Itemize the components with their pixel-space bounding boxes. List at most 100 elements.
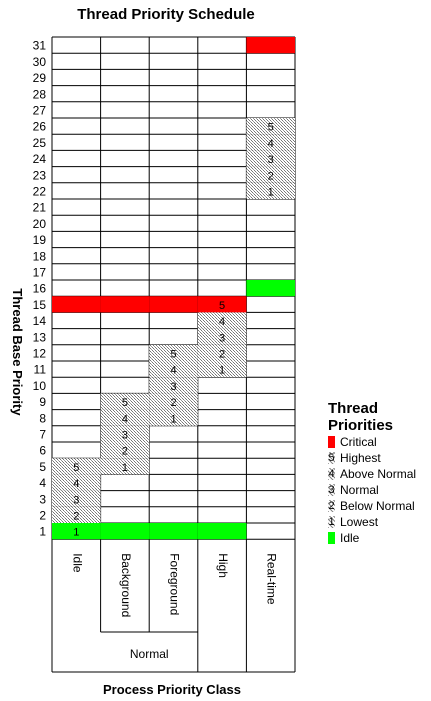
legend-title-line1: Thread bbox=[328, 400, 379, 417]
column-label: Idle bbox=[70, 553, 84, 573]
legend-label: Critical bbox=[340, 435, 377, 449]
priority-level-label: 2 bbox=[73, 511, 79, 523]
priority-level-label: 3 bbox=[170, 381, 176, 393]
priority-level-label: 2 bbox=[122, 446, 128, 458]
row-number-label: 23 bbox=[33, 168, 47, 182]
row-number-label: 24 bbox=[33, 152, 47, 166]
priority-level-cell bbox=[149, 377, 198, 394]
row-number-label: 10 bbox=[33, 379, 47, 393]
priority-level-cell bbox=[197, 361, 247, 378]
row-number-label: 20 bbox=[33, 217, 47, 231]
priority-level-label: 2 bbox=[268, 170, 274, 182]
row-number-label: 14 bbox=[33, 314, 47, 328]
row-number-label: 15 bbox=[33, 298, 47, 312]
priority-level-label: 4 bbox=[219, 316, 225, 328]
idle-cell bbox=[246, 280, 295, 297]
priority-level-label: 4 bbox=[122, 413, 128, 425]
priority-level-cell bbox=[52, 490, 101, 507]
critical-cell bbox=[100, 296, 150, 313]
row-number-label: 25 bbox=[33, 136, 47, 150]
legend-swatch: 5 bbox=[328, 452, 335, 464]
legend-swatch: 1 bbox=[328, 516, 335, 528]
priority-level-label: 1 bbox=[122, 462, 128, 474]
legend-label: Idle bbox=[340, 531, 360, 545]
row-number-label: 21 bbox=[33, 201, 47, 215]
priority-level-label: 1 bbox=[170, 413, 176, 425]
priority-level-label: 2 bbox=[170, 397, 176, 409]
legend-item: 4 Above Normal bbox=[328, 466, 416, 482]
row-number-label: 16 bbox=[33, 282, 47, 296]
column-label: High bbox=[216, 553, 230, 578]
critical-cell bbox=[197, 296, 247, 313]
row-number-label: 5 bbox=[39, 460, 46, 474]
legend-item: 3 Normal bbox=[328, 482, 416, 498]
row-number-label: 1 bbox=[39, 525, 46, 539]
row-number-label: 26 bbox=[33, 120, 47, 134]
priority-level-label: 4 bbox=[268, 138, 274, 150]
row-number-label: 18 bbox=[33, 249, 47, 263]
priority-level-cell bbox=[149, 344, 198, 361]
priority-level-cell bbox=[149, 393, 198, 410]
priority-level-cell bbox=[246, 182, 295, 199]
priority-level-label: 3 bbox=[268, 154, 274, 166]
row-number-label: 13 bbox=[33, 330, 47, 344]
legend-item: 2 Below Normal bbox=[328, 498, 416, 514]
priority-level-cell bbox=[100, 393, 150, 410]
x-axis-title: Process Priority Class bbox=[103, 682, 241, 697]
priority-level-cell bbox=[197, 344, 247, 361]
priority-level-label: 1 bbox=[268, 187, 274, 199]
legend-swatch: 2 bbox=[328, 500, 335, 512]
legend-label: Lowest bbox=[340, 515, 379, 529]
priority-level-cell bbox=[52, 474, 101, 491]
priority-level-label: 2 bbox=[219, 349, 225, 361]
priority-level-cell bbox=[100, 409, 150, 426]
priority-level-label: 1 bbox=[73, 527, 79, 539]
idle-cell bbox=[149, 523, 198, 540]
row-number-label: 4 bbox=[39, 476, 46, 490]
legend-items: Critical 5 Highest 4 Above Normal 3 Normal 2 Bel… bbox=[328, 434, 416, 546]
diagram-title: Thread Priority Schedule bbox=[77, 6, 255, 23]
row-number-label: 7 bbox=[39, 428, 46, 442]
row-number-label: 31 bbox=[33, 39, 47, 53]
priority-level-cell bbox=[246, 118, 295, 135]
legend-swatch: 3 bbox=[328, 484, 335, 496]
priority-level-cell bbox=[100, 442, 150, 459]
priority-level-cell bbox=[246, 166, 295, 183]
legend-label: Normal bbox=[340, 483, 379, 497]
priority-level-label: 3 bbox=[122, 430, 128, 442]
row-number-label: 27 bbox=[33, 104, 47, 118]
legend-swatch bbox=[328, 532, 335, 544]
priority-level-cell bbox=[197, 312, 247, 329]
legend-item: Idle bbox=[328, 530, 416, 546]
legend-item: 5 Highest bbox=[328, 450, 416, 466]
priority-level-label: 1 bbox=[219, 365, 225, 377]
row-number-label: 3 bbox=[39, 492, 46, 506]
row-number-label: 11 bbox=[34, 363, 47, 377]
critical-cell bbox=[246, 37, 295, 54]
priority-level-cell bbox=[197, 328, 247, 345]
legend-swatch bbox=[328, 436, 335, 448]
priority-level-cell bbox=[246, 150, 295, 167]
row-number-label: 22 bbox=[33, 185, 47, 199]
column-label: Real-time bbox=[265, 553, 279, 605]
priority-level-label: 3 bbox=[73, 494, 79, 506]
priority-level-label: 5 bbox=[122, 397, 128, 409]
column-label: Background bbox=[119, 553, 133, 617]
row-number-label: 8 bbox=[39, 411, 46, 425]
priority-level-label: 5 bbox=[73, 462, 79, 474]
row-number-label: 28 bbox=[33, 87, 47, 101]
legend: Thread Priorities Critical 5 Highest 4 Above… bbox=[328, 400, 416, 546]
idle-cell bbox=[100, 523, 150, 540]
idle-cell bbox=[197, 523, 247, 540]
priority-level-label: 3 bbox=[219, 332, 225, 344]
priority-level-label: 5 bbox=[170, 349, 176, 361]
row-number-label: 9 bbox=[39, 395, 46, 409]
priority-level-cell bbox=[100, 458, 150, 475]
cells bbox=[52, 37, 295, 540]
row-number-label: 6 bbox=[39, 444, 46, 458]
priority-level-cell bbox=[149, 361, 198, 378]
idle-cell bbox=[52, 523, 101, 540]
y-axis-title: Thread Base Priority bbox=[10, 288, 25, 416]
priority-level-label: 4 bbox=[170, 365, 176, 377]
